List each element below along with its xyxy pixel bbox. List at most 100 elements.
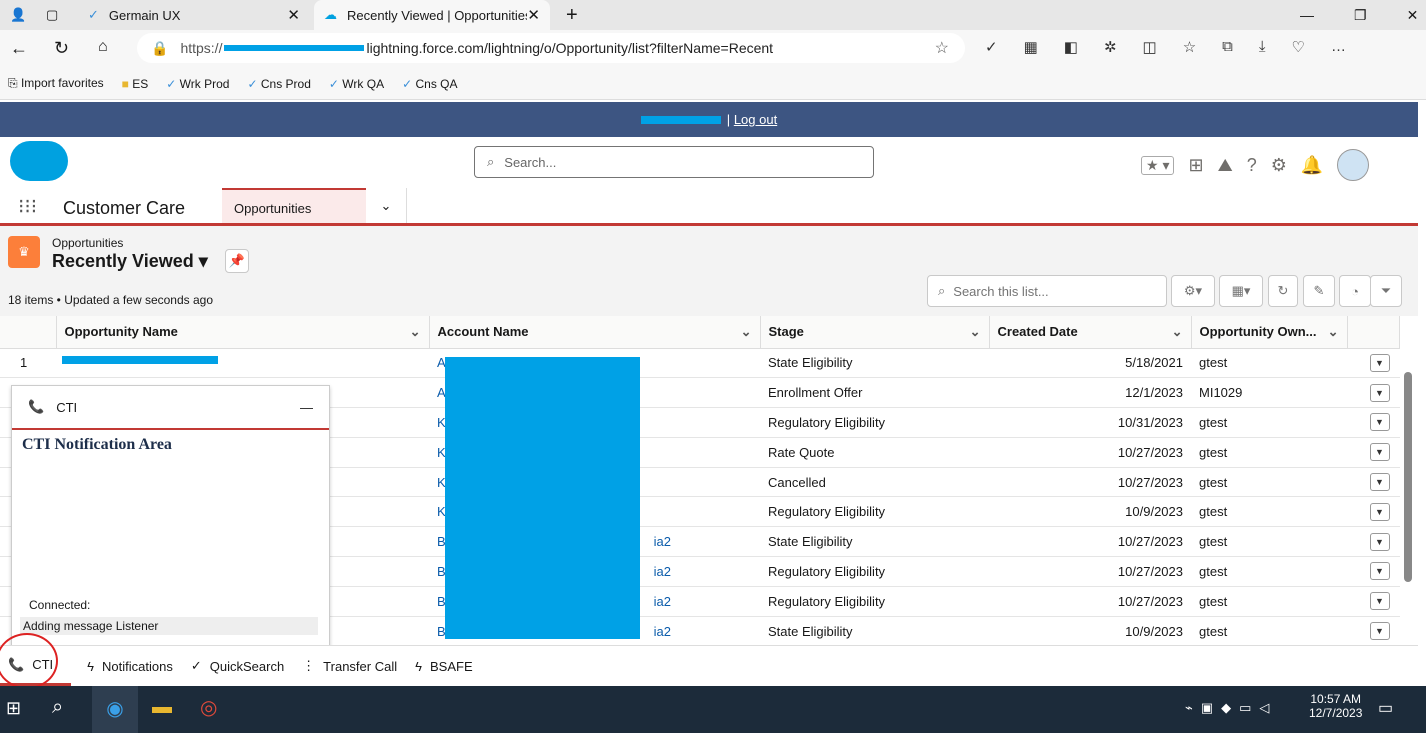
notification-center-icon[interactable]: ▭ [1378, 700, 1394, 717]
home-icon[interactable]: ⌂ [98, 38, 108, 55]
edge-icon[interactable]: ◉ [92, 686, 138, 733]
phone-icon: 📞 [28, 399, 45, 414]
row-actions-button[interactable]: ▼ [1347, 496, 1400, 528]
scrollbar[interactable] [1401, 352, 1418, 642]
row-actions-button[interactable]: ▼ [1347, 348, 1400, 379]
salesforce-icon: ☁ [324, 7, 337, 22]
list-search-input[interactable]: ⌕ Search this list... [927, 275, 1167, 307]
tab-opportunities[interactable]: ☁ Recently Viewed | Opportunities | ✕ [314, 0, 550, 30]
close-tab-icon[interactable]: ✕ [527, 7, 540, 24]
pin-icon[interactable]: 📌 [225, 249, 249, 273]
favorite-cns-prod[interactable]: ✓ Cns Prod [247, 76, 311, 91]
new-tab-button[interactable]: + [566, 3, 578, 26]
created-date-cell: 5/18/2021 [989, 348, 1191, 379]
clock[interactable]: 10:57 AM 12/7/2023 [1309, 692, 1363, 720]
stage-cell: State Eligibility [760, 616, 989, 647]
system-tray-icons[interactable]: ⌁▣◆▭◁ [1185, 700, 1278, 715]
filter-icon[interactable]: ⏷ [1370, 275, 1402, 307]
split-screen-icon[interactable]: ◫ [1142, 39, 1157, 56]
chevron-down-icon: ▼ [1369, 443, 1390, 462]
favorites-button[interactable]: ★ ▾ [1141, 155, 1175, 175]
favorite-wrk-qa[interactable]: ✓ Wrk QA [328, 76, 385, 91]
row-actions-button[interactable]: ▼ [1347, 437, 1400, 468]
column-header-owner[interactable]: Opportunity Own... ⌄ [1191, 316, 1348, 349]
favorites-icon[interactable]: ☆ [1182, 39, 1197, 56]
minimize-icon[interactable]: — [1300, 7, 1314, 23]
utility-bsafe[interactable]: ϟ BSAFE [415, 658, 473, 674]
global-search-input[interactable]: ⌕ Search... [474, 146, 874, 178]
utility-transfer-call[interactable]: ⋮ Transfer Call [302, 658, 398, 674]
owner-cell: MI1029 [1191, 377, 1347, 409]
charts-icon[interactable]: ◔ [1339, 275, 1371, 307]
app-name: Customer Care [63, 198, 186, 218]
list-status: 18 items • Updated a few seconds ago [8, 293, 213, 307]
close-window-icon[interactable]: ✕ [1406, 6, 1419, 23]
row-actions-button[interactable]: ▼ [1347, 467, 1400, 498]
tab-actions-icon[interactable]: ▢ [46, 7, 59, 22]
column-header-opportunity-name[interactable]: Opportunity Name ⌄ [56, 316, 430, 349]
favorite-cns-qa[interactable]: ✓ Cns QA [402, 76, 458, 91]
chevron-down-icon[interactable]: ⌄ [366, 188, 407, 223]
stage-cell: State Eligibility [760, 348, 989, 379]
favorite-import[interactable]: ⎘ Import favorites [8, 76, 104, 90]
utility-quicksearch[interactable]: ✓ QuickSearch [190, 658, 285, 674]
extension-icon[interactable]: ◧ [1063, 39, 1078, 56]
help-icon[interactable]: ? [1246, 154, 1257, 175]
search-icon[interactable]: ⌕ [52, 696, 64, 718]
logout-link[interactable]: Log out [733, 112, 778, 127]
notifications-bell-icon[interactable]: 🔔 [1300, 154, 1324, 175]
extension-icon[interactable]: ✓ [985, 39, 998, 56]
chevron-down-icon: ▼ [1369, 383, 1390, 402]
tab-opportunities[interactable]: Opportunities [222, 188, 366, 223]
column-header-stage[interactable]: Stage ⌄ [760, 316, 990, 349]
back-icon[interactable]: ← [10, 38, 28, 58]
favorite-wrk-prod[interactable]: ✓ Wrk Prod [166, 76, 230, 91]
check-icon: ✓ [190, 658, 202, 673]
app-launcher-icon[interactable]: ⁝⁝⁝ [18, 196, 38, 218]
list-view-selector[interactable]: Recently Viewed ▾ [52, 251, 208, 271]
bolt-icon: ϟ [87, 658, 95, 674]
minimize-panel-button[interactable]: — [300, 399, 313, 415]
close-tab-icon[interactable]: ✕ [287, 7, 300, 24]
cti-connected-label: Connected: [29, 598, 91, 612]
more-vertical-icon: ⋮ [302, 658, 316, 673]
list-settings-gear-icon[interactable]: ⚙▾ [1171, 275, 1215, 307]
extension-icon[interactable]: ▦ [1023, 39, 1038, 56]
avatar[interactable] [1337, 149, 1370, 181]
row-actions-button[interactable]: ▼ [1347, 526, 1400, 558]
row-actions-button[interactable]: ▼ [1347, 377, 1400, 409]
trailhead-icon[interactable]: ⛰ [1217, 154, 1233, 175]
url-input[interactable]: 🔒 https:// lightning.force.com/lightning… [137, 33, 965, 63]
redaction [640, 115, 721, 124]
created-date-cell: 10/27/2023 [989, 556, 1191, 587]
favorite-star-icon[interactable]: ☆ [934, 40, 949, 57]
utility-notifications[interactable]: ϟ Notifications [87, 658, 173, 674]
column-header-created-date[interactable]: Created Date ⌄ [989, 316, 1192, 349]
maximize-icon[interactable]: ❐ [1354, 6, 1367, 23]
stage-cell: Regulatory Eligibility [760, 586, 989, 617]
column-header-account-name[interactable]: Account Name ⌄ [429, 316, 761, 349]
windows-start-icon[interactable]: ⊞ [6, 698, 22, 718]
row-actions-button[interactable]: ▼ [1347, 556, 1400, 587]
row-actions-button[interactable]: ▼ [1347, 586, 1400, 617]
extensions-icon[interactable]: ✲ [1103, 39, 1117, 56]
collections-icon[interactable]: ⧉ [1222, 38, 1233, 55]
row-actions-button[interactable]: ▼ [1347, 616, 1400, 647]
edit-pencil-icon[interactable]: ✎ [1303, 275, 1335, 307]
browser-tab-bar: 👤 ▢ ✓ Germain UX ✕ ☁ Recently Viewed | Oppo… [0, 0, 1426, 30]
profile-icon[interactable]: 👤 [10, 7, 27, 22]
health-icon[interactable]: ♡ [1291, 39, 1305, 56]
tab-germain[interactable]: ✓ Germain UX ✕ [88, 7, 300, 24]
more-icon[interactable]: … [1330, 38, 1346, 55]
row-actions-button[interactable]: ▼ [1347, 407, 1400, 438]
global-actions-icon[interactable]: ⊞ [1188, 154, 1204, 175]
refresh-icon[interactable]: ↻ [1268, 275, 1298, 307]
chrome-icon[interactable]: ◎ [200, 697, 218, 719]
setup-gear-icon[interactable]: ⚙ [1270, 154, 1287, 175]
file-explorer-icon[interactable]: ▬ [152, 696, 172, 718]
bolt-icon: ϟ [415, 658, 422, 674]
display-as-table-icon[interactable]: ▦▾ [1219, 275, 1263, 307]
favorite-es[interactable]: ■ ES [121, 76, 149, 91]
refresh-icon[interactable]: ↻ [54, 38, 70, 58]
downloads-icon[interactable]: ⤓ [1258, 38, 1266, 55]
